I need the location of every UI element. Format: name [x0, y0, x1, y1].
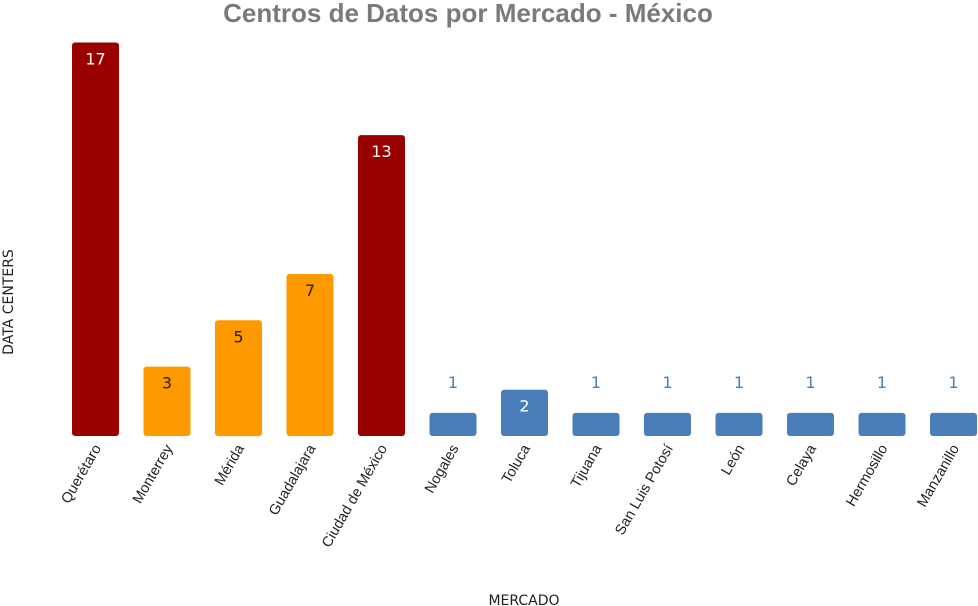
x-tick-label-manzanillo: Manzanillo: [914, 442, 963, 510]
data-label-monterrey: 3: [162, 374, 172, 393]
data-label-merida: 5: [233, 327, 243, 346]
chart-title: Centros de Datos por Mercado - México: [223, 0, 713, 28]
bar-queretaro: [72, 42, 119, 436]
data-label-san-luis-potosi: 1: [662, 373, 672, 392]
x-tick-labels-group: Querétaro Monterrey Mérida Guadalajara Ciuda…: [58, 441, 963, 550]
bar-manzanillo: [930, 412, 977, 436]
bar-toluca: [501, 389, 548, 436]
x-tick-label-merida: Mérida: [212, 441, 248, 488]
data-label-tijuana: 1: [591, 373, 601, 392]
bar-guadalajara: [286, 274, 334, 436]
x-tick-label-nogales: Nogales: [422, 442, 462, 496]
data-labels-group: 17 3 5 7 13 1 2 1 1 1 1 1 1: [85, 50, 958, 416]
x-tick-label-monterrey: Monterrey: [130, 441, 177, 506]
data-label-toluca: 2: [519, 397, 529, 416]
x-tick-label-tijuana: Tijuana: [568, 441, 606, 491]
bar-nogales: [429, 412, 477, 436]
bar-celaya: [787, 412, 834, 436]
data-label-ciudad-de-mexico: 13: [371, 142, 391, 161]
bars-group: [72, 42, 977, 437]
bar-hermosillo: [858, 412, 906, 436]
x-tick-label-toluca: Toluca: [499, 441, 534, 486]
y-axis-label: DATA CENTERS: [1, 249, 17, 355]
x-tick-label-guadalajara: Guadalajara: [266, 441, 320, 518]
bar-monterrey: [143, 366, 191, 436]
bar-tijuana: [572, 412, 620, 436]
data-label-queretaro: 17: [85, 50, 105, 69]
data-label-leon: 1: [734, 373, 744, 392]
bar-leon: [715, 412, 763, 436]
bar-san-luis-potosi: [644, 412, 691, 436]
x-tick-label-queretaro: Querétaro: [58, 442, 105, 507]
bar-ciudad-de-mexico: [358, 135, 405, 436]
x-tick-label-hermosillo: Hermosillo: [843, 442, 891, 509]
x-axis-label: MERCADO: [488, 593, 559, 606]
data-label-nogales: 1: [448, 373, 458, 392]
bar-merida: [215, 320, 262, 437]
x-tick-label-ciudad-de-mexico: Ciudad de México: [319, 442, 391, 551]
data-label-hermosillo: 1: [877, 373, 887, 392]
data-label-manzanillo: 1: [948, 373, 958, 392]
x-tick-label-leon: León: [718, 442, 748, 478]
data-label-guadalajara: 7: [305, 281, 315, 300]
data-label-celaya: 1: [805, 373, 815, 392]
x-tick-label-celaya: Celaya: [784, 441, 821, 489]
x-tick-label-san-luis-potosi: San Luis Potosí: [612, 442, 677, 538]
